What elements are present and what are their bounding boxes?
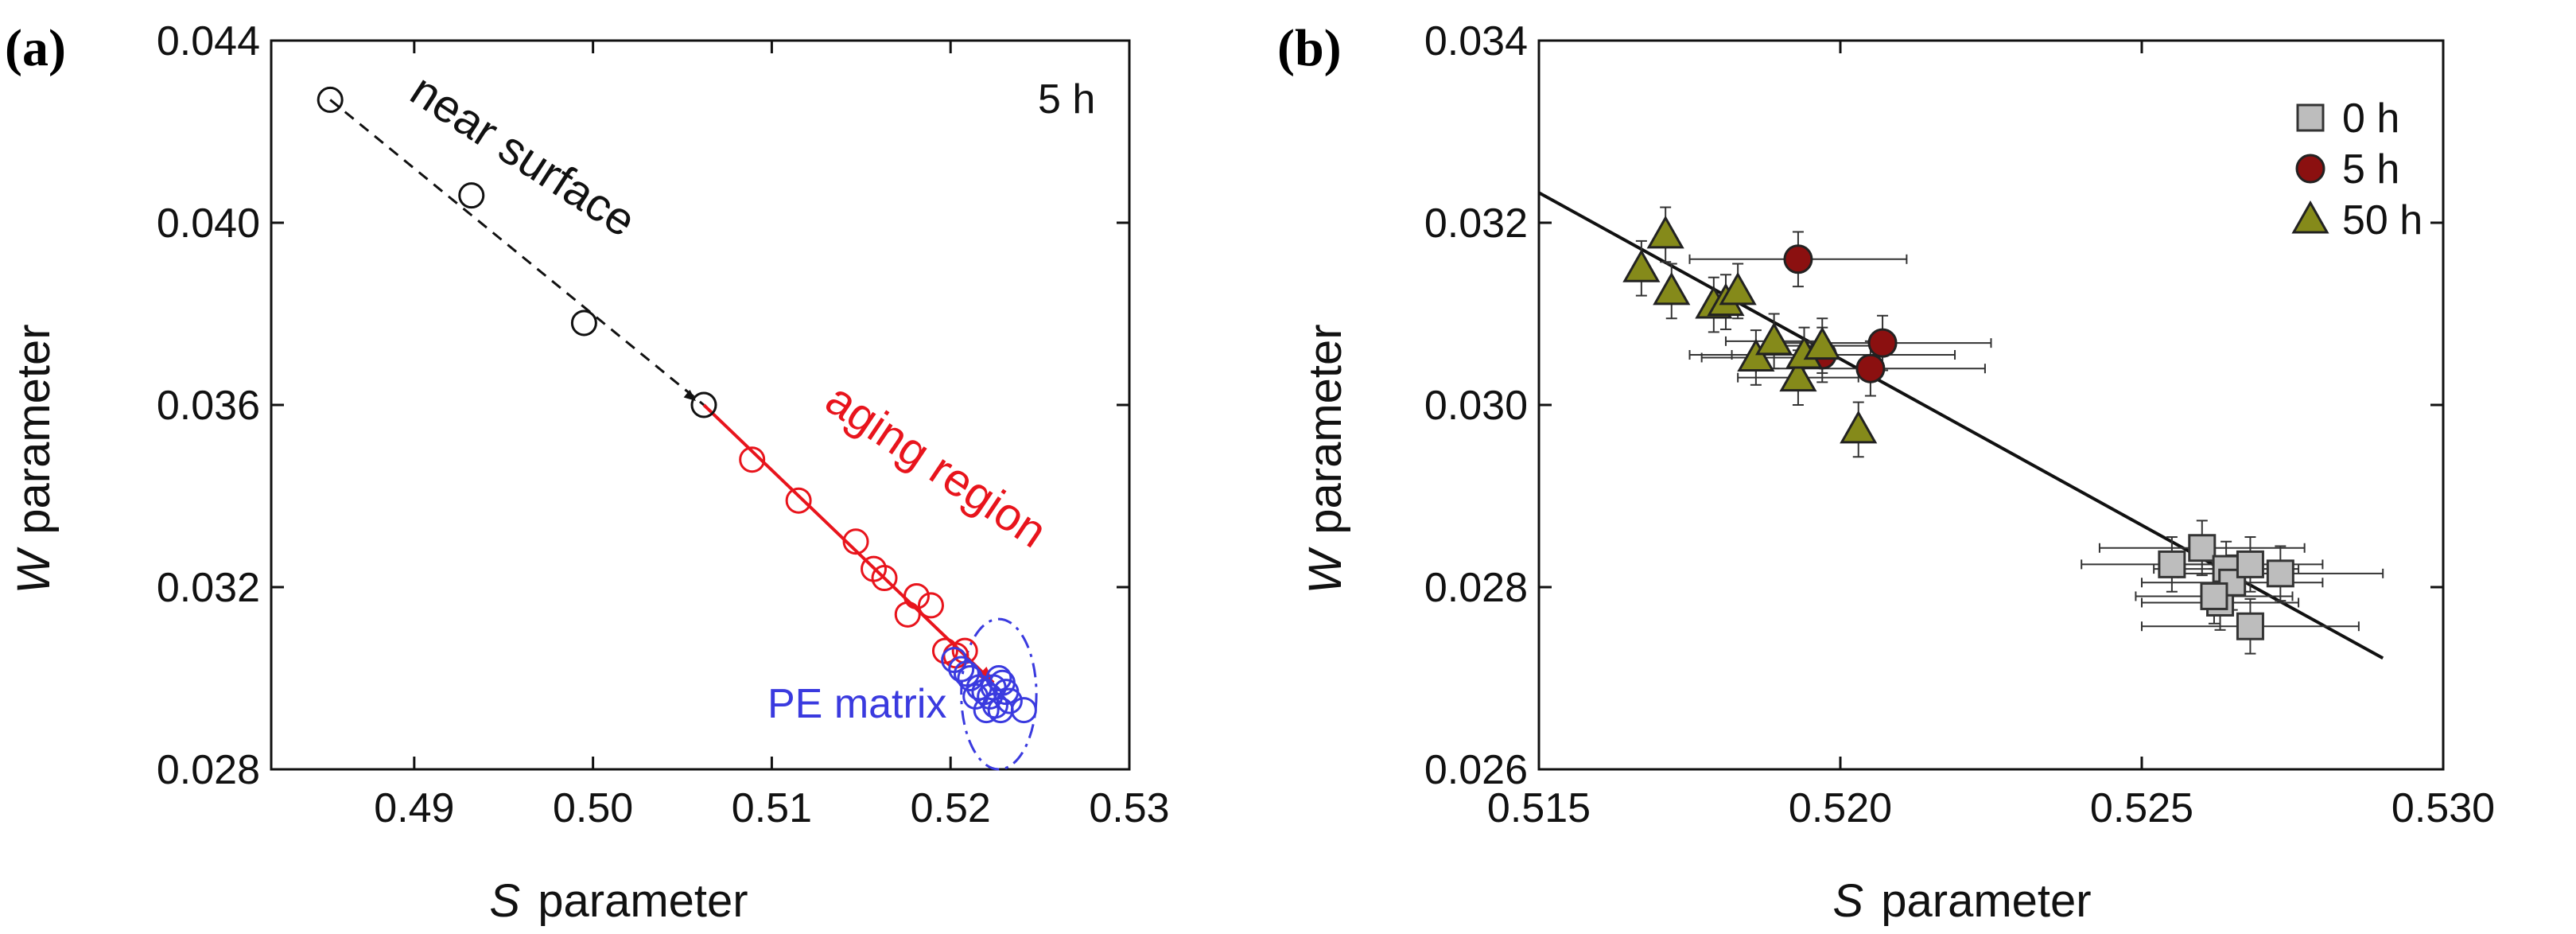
panel-b-plot-frame [1537, 39, 2445, 771]
point-50h [1803, 326, 1841, 360]
point-0h [2236, 550, 2264, 578]
legend-marker-5h [2295, 154, 2325, 184]
panel-a-y-text: parameter [8, 324, 60, 534]
panel-a-trend-lines [329, 99, 1038, 771]
panel-b-x-axis-label: S parameter [1832, 875, 2091, 927]
panel-b: (b) 0.515 0.520 0.525 0.5300.0260.0280.0300… [1277, 18, 2495, 927]
point-50h [1755, 321, 1793, 356]
panel-b-y-tick-label: 0.028 [1424, 565, 1528, 611]
pe-matrix-label: PE matrix [767, 681, 946, 727]
legend-marker-50h [2291, 200, 2329, 234]
point-5h [1867, 328, 1898, 358]
panel-b-y-tick-label: 0.026 [1424, 747, 1528, 793]
pe-matrix-point [957, 665, 984, 691]
near-surface-point [458, 182, 485, 209]
panel-a-axes: 0.49 0.50 0.51 0.52 0.53 0.028 0.032 0.036 0.040… [157, 18, 1170, 831]
panel-b-y-text: parameter [1300, 324, 1351, 534]
point-0h [2188, 534, 2217, 562]
aging-region-point [894, 601, 921, 628]
panel-a-y-symbol: W [8, 547, 60, 594]
near-surface-trend-line [329, 99, 705, 407]
panel-a: (a) 0.49 0.50 0.51 0.52 0.530.0280.0320.0360… [5, 18, 1170, 927]
panel-a-y-tick-label: 0.036 [157, 383, 260, 429]
aging-region-point [785, 487, 812, 514]
panel-b-y-tick-label: 0.030 [1424, 383, 1528, 429]
aging-region-point [739, 446, 766, 473]
panel-b-x-text: parameter [1881, 875, 2091, 927]
pe-matrix-point [948, 656, 975, 683]
panel-b-x-tick-label: 0.520 [1789, 785, 1892, 831]
pe-matrix-point [966, 674, 993, 701]
aging-region-point [871, 565, 898, 592]
panel-b-y-tick-label: 0.032 [1424, 200, 1528, 247]
panel-b-axes: 0.515 0.520 0.525 0.530 0.026 0.028 0.030 0.032… [1424, 18, 2495, 831]
point-50h [1737, 338, 1775, 372]
aging-region-point [917, 592, 944, 619]
point-50h [1719, 271, 1757, 305]
aging-region-point [842, 528, 869, 555]
near-surface-label: near surface [402, 64, 645, 247]
panel-a-y-tick-label: 0.028 [157, 747, 260, 793]
panel-a-x-tick-label: 0.53 [1089, 785, 1169, 831]
aging-trend-line [702, 403, 995, 684]
point-5h [1855, 353, 1886, 383]
point-50h [1622, 249, 1661, 282]
point-0h [2158, 550, 2186, 578]
panel-b-x-tick-label: 0.525 [2090, 785, 2193, 831]
legend-label-0h: 0 h [2342, 95, 2399, 142]
panel-a-x-tick-label: 0.49 [374, 785, 454, 831]
near-surface-point [317, 86, 344, 113]
panel-a-x-text: parameter [538, 875, 748, 927]
panel-b-points [1622, 206, 2384, 655]
panel-b-x-symbol: S [1832, 875, 1863, 927]
panel-a-x-tick-label: 0.52 [911, 785, 991, 831]
point-50h [1779, 358, 1817, 392]
point-0h [2266, 559, 2294, 588]
panel-b-y-tick-label: 0.034 [1424, 18, 1528, 64]
time-label: 5 h [1038, 76, 1095, 123]
point-0h [2200, 582, 2228, 610]
panel-a-points [317, 86, 1037, 724]
point-50h [1646, 215, 1684, 249]
point-50h [1653, 271, 1691, 305]
pe-matrix-point [1010, 697, 1037, 724]
near-surface-point [570, 309, 597, 337]
panel-a-x-symbol: S [489, 875, 520, 927]
panel-b-x-tick-label: 0.515 [1487, 785, 1591, 831]
panel-b-label: (b) [1277, 19, 1342, 77]
panel-a-plot-frame [270, 39, 1131, 771]
panel-b-legend: 0 h5 h50 h [2291, 95, 2423, 243]
legend-marker-0h [2296, 103, 2325, 132]
near-surface-point [690, 391, 717, 418]
point-5h [1783, 244, 1813, 274]
pe-matrix-highlight-circle [960, 617, 1038, 771]
panel-a-label: (a) [5, 19, 66, 77]
legend-label-50h: 50 h [2342, 197, 2423, 243]
panel-a-y-tick-label: 0.032 [157, 565, 260, 611]
panel-b-y-axis-label: W parameter [1300, 324, 1351, 593]
panel-a-x-tick-label: 0.51 [732, 785, 812, 831]
point-50h [1840, 410, 1878, 444]
panel-a-y-tick-label: 0.044 [157, 18, 260, 64]
panel-a-x-tick-label: 0.50 [553, 785, 633, 831]
panel-a-y-axis-label: W parameter [8, 324, 60, 593]
aging-arrowhead [977, 667, 994, 683]
panel-b-x-tick-label: 0.530 [2391, 785, 2495, 831]
point-0h [2236, 612, 2264, 640]
panel-a-annotations: 5 h near surface aging region PE matrix [402, 64, 1095, 727]
legend-label-5h: 5 h [2342, 146, 2399, 193]
panel-a-y-tick-label: 0.040 [157, 200, 260, 247]
panel-b-y-symbol: W [1300, 547, 1351, 594]
panel-a-x-axis-label: S parameter [489, 875, 748, 927]
pe-matrix-point [996, 687, 1023, 714]
